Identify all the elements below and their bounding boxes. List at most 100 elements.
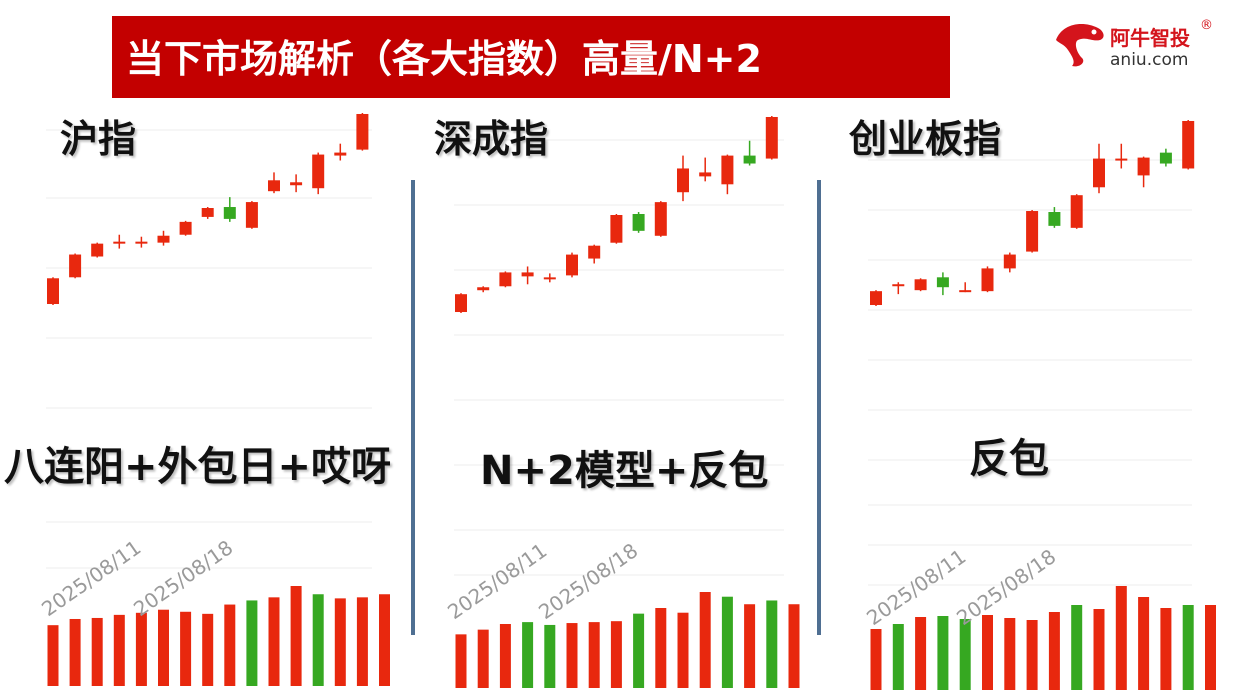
candle-body [268,180,280,192]
volume-bar [47,625,59,686]
logo-name: 阿牛智投 [1110,26,1190,50]
candle-body [892,284,905,287]
candle-body [1003,254,1016,269]
volume-bar [268,597,280,686]
registered-mark: ® [1200,18,1213,33]
volume-bar [202,613,214,686]
volume-bar [588,622,600,688]
volume-bar [744,604,756,688]
candle-body [312,154,325,189]
volume-bar [1093,609,1105,690]
candle-body [743,155,756,164]
candle-body [1048,212,1061,226]
volume-bar [334,598,346,686]
candle-body [1026,211,1039,252]
volume-bar [356,597,368,686]
candle-body [499,272,512,287]
title-banner: 当下市场解析（各大指数）高量/N+2 [112,16,950,98]
volume-bar [1182,605,1194,690]
candle-body [113,241,126,244]
volume-bar [69,618,81,686]
candle-body [914,279,927,291]
volume-bar [158,609,169,686]
volume-bar [224,604,236,686]
volume-bar [915,617,927,690]
x-tick-label: 2025/08/18 [952,544,1060,630]
volume-bar [477,629,489,688]
candle-body [179,221,192,235]
candle-body [610,214,623,243]
candle-body [543,277,556,280]
x-tick-label: 2025/08/18 [534,538,642,624]
volume-bar [379,594,390,686]
x-tick-label: 2025/08/11 [37,535,145,621]
volume-bar [91,617,103,686]
volume-bar [610,621,622,688]
volume-bar [788,604,800,688]
volume-bar [870,629,882,690]
volume-bar [544,624,556,688]
volume-bar [892,624,904,690]
candle-body [981,268,994,292]
volume-bar [522,622,534,688]
volume-bar [982,615,993,690]
candle-body [1070,195,1083,228]
volume-bar [1071,605,1083,690]
candle-body [521,272,534,277]
candle-body [135,241,148,244]
volume-bar [1048,612,1060,690]
volume-bar [180,611,192,686]
panel-divider-left [411,180,415,635]
candle-body [477,287,490,291]
candle-body [959,290,972,293]
volume-bar [566,623,578,688]
panel-title-shenzhen: 深成指 [434,117,549,161]
logo-domain: aniu.com [1110,50,1189,70]
candle-body [47,278,59,305]
x-tick-label: 2025/08/11 [443,538,551,624]
volume-bar [655,608,667,688]
volume-bar [499,624,511,688]
volume-bar [290,586,302,686]
volume-bar [1115,586,1127,690]
candle-body [91,243,104,257]
candle-body [201,208,214,217]
pattern-label-shenzhen: N+2模型+反包 [480,448,769,494]
candle-body [455,294,467,313]
candle-body [1115,158,1128,161]
volume-bar [1138,597,1150,690]
candle-body [588,245,601,259]
candle-body [566,254,578,276]
candle-body [157,235,170,243]
pattern-label-shanghai: 八连阳+外包日+哎呀 [4,444,392,490]
candle-body [632,214,645,231]
aniu-logo: 阿牛智投 ® aniu.com [1052,18,1232,74]
candle-body [870,291,882,306]
candle-body [245,202,258,228]
volume-bar [766,600,778,688]
candle-body [1182,120,1195,169]
volume-bar [1205,605,1216,690]
candle-body [765,116,778,159]
candle-body [699,172,712,177]
volume-bar [455,634,467,688]
volume-bar [699,592,711,688]
candle-body [223,207,236,219]
volume-bar [1004,618,1016,690]
candle-body [290,182,303,186]
volume-bar [1160,608,1172,690]
panel-divider-right [817,180,821,635]
candle-body [721,155,734,185]
candle-body [654,202,667,236]
candle-body [334,152,347,156]
volume-bar [633,613,645,688]
candle-body [677,168,689,193]
x-tick-label: 2025/08/18 [129,535,237,621]
bull-logo-icon [1056,24,1104,67]
panel-title-shanghai: 沪指 [60,117,137,161]
candle-body [1137,157,1150,176]
volume-bar [246,600,258,686]
volume-bar [937,616,949,690]
pattern-label-chinext: 反包 [969,436,1049,482]
